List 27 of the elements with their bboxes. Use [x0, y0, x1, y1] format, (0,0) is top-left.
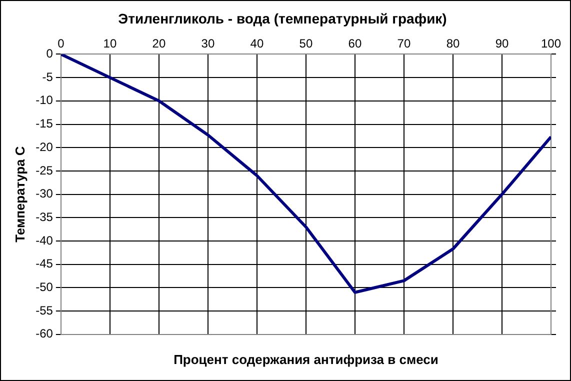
x-tick-label: 20 — [152, 36, 166, 50]
x-tick-label: 70 — [397, 36, 411, 50]
x-tick-label: 10 — [103, 36, 117, 50]
y-tick-label: -30 — [36, 186, 54, 201]
x-tick-label: 0 — [58, 36, 65, 50]
y-tick-label: -40 — [36, 233, 54, 248]
x-tick-label: 80 — [446, 36, 460, 50]
y-tick-label: -50 — [36, 280, 54, 294]
y-tick-label: -25 — [36, 163, 54, 178]
x-tick-label: 100 — [540, 36, 562, 50]
y-tick-label: -60 — [36, 326, 54, 341]
x-tick-label: 30 — [201, 36, 215, 50]
y-axis-title: Температура С — [12, 146, 28, 242]
y-tick-label: 0 — [46, 46, 54, 61]
y-tick-label: -15 — [36, 116, 54, 131]
y-tick-label: -35 — [36, 210, 54, 224]
x-axis-title: Процент содержания антифриза в смеси — [174, 352, 438, 367]
x-tick-label: 60 — [348, 36, 362, 50]
y-tick-label: -45 — [36, 256, 54, 271]
y-tick-label: -5 — [42, 70, 54, 84]
chart-title: Этиленгликоль - вода (температурный график) — [118, 10, 447, 26]
x-tick-label: 50 — [299, 36, 313, 50]
y-tick-label: -55 — [36, 303, 54, 318]
x-tick-label: 90 — [495, 36, 509, 50]
y-tick-label: -20 — [36, 140, 54, 154]
x-tick-label: 40 — [250, 36, 264, 50]
y-tick-label: -10 — [36, 93, 54, 108]
